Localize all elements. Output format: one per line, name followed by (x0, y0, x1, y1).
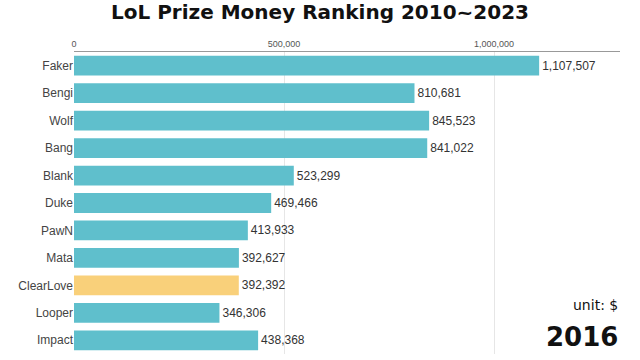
svg-text:ClearLove: ClearLove (18, 279, 73, 293)
svg-text:346,306: 346,306 (222, 306, 266, 320)
svg-text:PawN: PawN (41, 224, 73, 238)
svg-text:438,368: 438,368 (261, 333, 305, 347)
svg-text:Blank: Blank (43, 169, 74, 183)
svg-text:845,523: 845,523 (432, 114, 476, 128)
svg-text:810,681: 810,681 (417, 86, 461, 100)
svg-text:Wolf: Wolf (49, 114, 73, 128)
svg-text:Duke: Duke (45, 196, 73, 210)
svg-text:523,299: 523,299 (297, 169, 341, 183)
svg-text:Bang: Bang (45, 141, 73, 155)
svg-text:Faker: Faker (42, 59, 73, 73)
svg-text:500,000: 500,000 (268, 39, 301, 49)
svg-text:Impact: Impact (37, 333, 74, 347)
svg-text:392,627: 392,627 (242, 251, 286, 265)
svg-text:413,933: 413,933 (251, 223, 295, 237)
svg-text:1,107,507: 1,107,507 (542, 59, 596, 73)
svg-text:Bengi: Bengi (42, 86, 73, 100)
svg-text:392,392: 392,392 (242, 278, 286, 292)
svg-text:LoL Prize Money Ranking 2010~2: LoL Prize Money Ranking 2010~2023 (111, 0, 529, 24)
svg-text:1,000,000: 1,000,000 (474, 39, 514, 49)
svg-text:469,466: 469,466 (274, 196, 318, 210)
svg-text:unit: $: unit: $ (573, 297, 618, 313)
svg-text:0: 0 (71, 39, 76, 49)
svg-text:2016: 2016 (546, 322, 618, 352)
svg-text:841,022: 841,022 (430, 141, 474, 155)
svg-text:Mata: Mata (46, 251, 73, 265)
svg-text:Looper: Looper (36, 306, 73, 320)
